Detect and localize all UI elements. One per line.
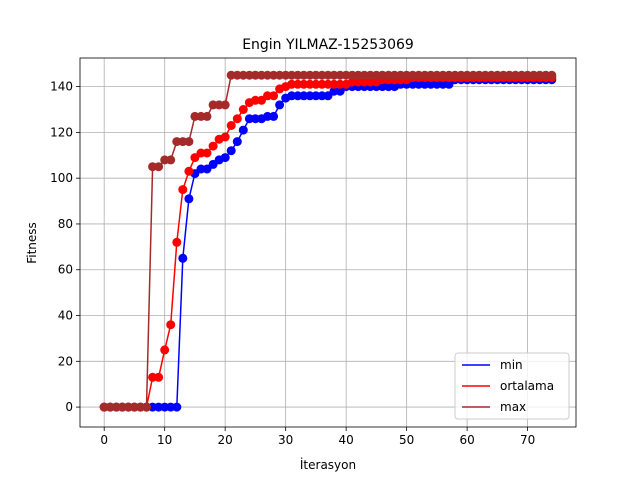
y-tick-label: 120	[50, 125, 73, 139]
data-point-ortalama	[226, 121, 236, 130]
data-point-max	[202, 111, 212, 121]
plot-frame	[79, 57, 577, 428]
data-point-min	[269, 111, 279, 121]
data-point-min	[232, 137, 242, 147]
data-point-ortalama	[208, 141, 218, 151]
x-tick-label: 0	[100, 433, 108, 447]
x-tick-label: 50	[399, 433, 414, 447]
data-point-max	[547, 70, 557, 80]
data-point-ortalama	[160, 345, 170, 355]
data-point-ortalama	[190, 153, 200, 163]
series-max	[99, 70, 557, 412]
legend-label-max: max	[500, 400, 526, 414]
data-point-ortalama	[232, 114, 242, 124]
x-tick-label: 10	[157, 433, 172, 447]
y-tick-label: 80	[58, 217, 73, 231]
data-point-max	[142, 402, 151, 412]
series-layer	[99, 70, 557, 412]
data-point-min	[220, 153, 230, 163]
y-tick-label: 100	[50, 171, 73, 185]
data-point-min	[275, 100, 285, 110]
legend-label-min: min	[500, 358, 523, 372]
data-point-min	[172, 402, 182, 412]
y-axis-label: Fitness	[25, 222, 39, 264]
data-point-max	[220, 100, 230, 110]
data-point-min	[178, 253, 188, 263]
legend-label-ortalama: ortalama	[500, 379, 554, 393]
y-tick-label: 0	[65, 400, 73, 414]
legend: min ortalama max	[454, 352, 570, 420]
data-point-min	[184, 194, 194, 204]
data-point-ortalama	[184, 166, 194, 176]
data-point-ortalama	[220, 132, 230, 142]
data-point-ortalama	[166, 320, 176, 330]
y-tick-label: 20	[58, 354, 73, 368]
tick-layer: 0 10 20 30 40 50 60 70 0 20 40 60 80 100 120 140	[50, 80, 535, 447]
y-tick-label: 140	[50, 80, 73, 94]
y-tick-label: 40	[58, 309, 73, 323]
data-point-min	[238, 125, 248, 135]
x-tick-label: 70	[520, 433, 535, 447]
data-point-ortalama	[269, 91, 279, 101]
chart-title: Engin YILMAZ-15253069	[242, 37, 414, 53]
data-point-ortalama	[178, 185, 188, 195]
data-point-min	[202, 164, 212, 174]
x-tick-label: 30	[278, 433, 293, 447]
x-tick-label: 60	[459, 433, 474, 447]
data-point-max	[154, 162, 164, 172]
data-point-ortalama	[154, 372, 164, 382]
data-point-ortalama	[238, 105, 248, 114]
data-point-ortalama	[172, 237, 182, 247]
data-point-min	[226, 146, 236, 156]
x-tick-label: 20	[218, 433, 233, 447]
data-point-max	[166, 155, 176, 165]
x-tick-label: 40	[339, 433, 354, 447]
data-point-ortalama	[202, 148, 212, 158]
x-axis-label: İterasyon	[300, 457, 356, 472]
data-point-max	[184, 137, 194, 147]
y-tick-label: 60	[58, 263, 73, 277]
legend-box	[454, 352, 570, 420]
